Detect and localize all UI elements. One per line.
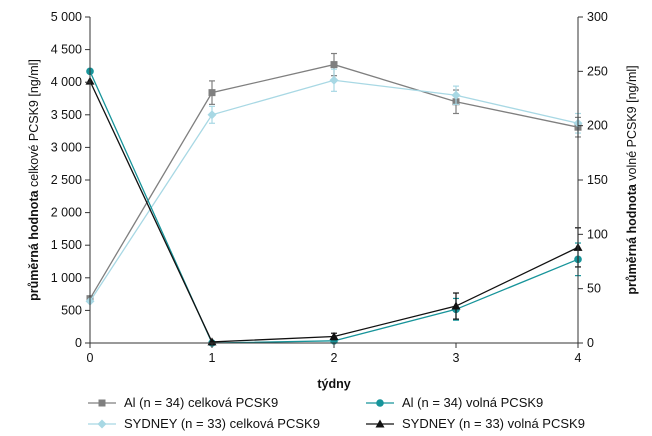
series-3 [86, 67, 582, 347]
y-left-tick-label: 3 500 [51, 108, 82, 122]
y-left-tick-label: 1 000 [51, 271, 82, 285]
y-right-tick-label: 100 [587, 227, 608, 241]
x-ticks: 0 1 2 3 4 [87, 343, 582, 365]
legend-item: SYDNEY (n = 33) volná PCSK9 [366, 416, 585, 431]
x-tick-label: 4 [575, 351, 582, 365]
y-left-tick-label: 2 500 [51, 173, 82, 187]
y-left-tick-label: 500 [61, 303, 82, 317]
plot-area [85, 52, 583, 347]
y-right-axis-title: průměrná hodnota volné PCSK9 [ng/ml] [625, 65, 639, 294]
data-point [329, 75, 339, 85]
legend-item: SYDNEY (n = 33) celková PCSK9 [88, 416, 320, 431]
legend-label: SYDNEY (n = 33) celková PCSK9 [124, 416, 320, 431]
y-right-tick-label: 200 [587, 119, 608, 133]
y-left-axis-title-normal: celkové PCSK9 [ng/ml] [27, 59, 41, 190]
data-point [451, 90, 461, 100]
y-left-tick-label: 0 [75, 336, 82, 350]
y-left-tick-label: 4 500 [51, 43, 82, 57]
y-right-tick-label: 50 [587, 282, 601, 296]
legend-marker [98, 399, 106, 407]
series-line [89, 79, 579, 302]
y-left-tick-label: 2 000 [51, 206, 82, 220]
legend-marker [97, 419, 107, 429]
y-right-tick-label: 250 [587, 64, 608, 78]
series-line [89, 80, 579, 343]
y-left-tick-label: 1 500 [51, 238, 82, 252]
y-right-axis-title-bold: průměrná hodnota [625, 183, 639, 294]
legend-label: SYDNEY (n = 33) volná PCSK9 [402, 416, 585, 431]
y-left-axis-title: průměrná hodnota celkové PCSK9 [ng/ml] [27, 59, 41, 301]
x-tick-label: 3 [453, 351, 460, 365]
x-tick-label: 2 [331, 351, 338, 365]
series-line [89, 63, 579, 299]
data-point [208, 89, 216, 97]
y-right-tick-label: 300 [587, 10, 608, 24]
y-right-tick-label: 0 [587, 336, 594, 350]
legend: Al (n = 34) celková PCSK9 Al (n = 34) vol… [88, 395, 585, 431]
x-axis-title: týdny [317, 377, 350, 391]
data-point [330, 61, 338, 69]
x-tick-label: 1 [209, 351, 216, 365]
series-4 [85, 76, 583, 346]
y-left-tick-label: 3 000 [51, 140, 82, 154]
y-left-axis-title-bold: průměrná hodnota [27, 189, 41, 300]
y-left-tick-label: 4 000 [51, 75, 82, 89]
y-left-ticks: 0 500 1 000 1 500 2 000 2 500 3 000 3 500 4 000 4… [51, 10, 90, 350]
y-left-tick-label: 5 000 [51, 10, 82, 24]
data-point [207, 110, 217, 120]
legend-label: Al (n = 34) volná PCSK9 [402, 395, 543, 410]
series-2 [85, 68, 583, 306]
y-right-axis-title-normal: volné PCSK9 [ng/ml] [625, 65, 639, 184]
legend-item: Al (n = 34) celková PCSK9 [88, 395, 278, 410]
legend-item: Al (n = 34) volná PCSK9 [366, 395, 543, 410]
legend-label: Al (n = 34) celková PCSK9 [124, 395, 278, 410]
data-point [329, 331, 339, 340]
data-point [451, 301, 461, 310]
legend-marker [375, 419, 385, 428]
y-right-tick-label: 150 [587, 173, 608, 187]
legend-marker [376, 399, 384, 407]
y-right-ticks: 0 50 100 150 200 250 300 [578, 10, 608, 350]
x-tick-label: 0 [87, 351, 94, 365]
